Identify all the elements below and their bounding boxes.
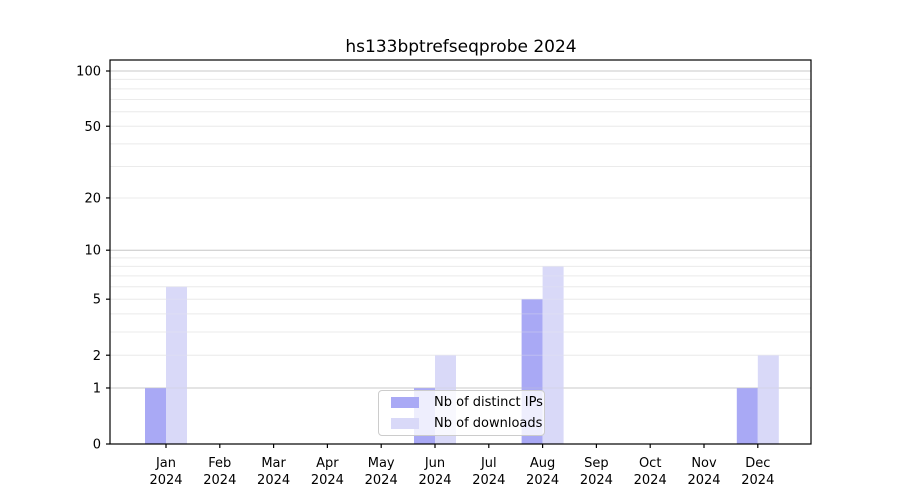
x-tick-label-aug: Aug 2024 <box>526 456 559 488</box>
bar-nb-of-downloads-jan <box>166 286 187 444</box>
x-tick-label-feb: Feb 2024 <box>203 456 236 488</box>
legend-swatch-distinct-ips <box>391 397 419 408</box>
gridlines-overlay <box>110 70 811 389</box>
x-tick-label-mar: Mar 2024 <box>257 456 290 488</box>
y-tick-label-20: 20 <box>84 191 101 206</box>
legend-row: Nb of distinct IPs <box>391 394 543 411</box>
y-tick-label-50: 50 <box>84 120 101 135</box>
bar-nb-of-distinct-ips-jan <box>145 387 166 444</box>
y-tick-label-2: 2 <box>93 349 101 364</box>
bar-nb-of-downloads-aug <box>542 266 564 444</box>
legend-row: Nb of downloads <box>391 415 542 432</box>
y-tick-label-100: 100 <box>76 65 101 80</box>
plot-border <box>109 59 812 445</box>
x-tick-label-may: May 2024 <box>365 456 398 488</box>
y-tick-label-5: 5 <box>93 293 101 308</box>
x-tick-label-sep: Sep 2024 <box>580 456 613 488</box>
x-tick-label-nov: Nov 2024 <box>687 456 720 488</box>
legend-label-distinct-ips: Nb of distinct IPs <box>434 395 543 410</box>
y-tick-label-0: 0 <box>93 438 101 453</box>
legend-swatch-downloads <box>391 418 419 429</box>
gridlines <box>110 70 811 389</box>
y-tick-label-1: 1 <box>93 382 101 397</box>
x-tick-label-dec: Dec 2024 <box>741 456 774 488</box>
legend-label-downloads: Nb of downloads <box>434 416 543 431</box>
bar-nb-of-distinct-ips-dec <box>736 387 758 444</box>
x-tick-label-apr: Apr 2024 <box>311 456 344 488</box>
bar-nb-of-downloads-dec <box>757 355 779 444</box>
x-tick-label-oct: Oct 2024 <box>634 456 667 488</box>
axes: 0 1 2 5 10 20 50 100 Jan 2024 Feb 2024 Mar 2024 Apr 202… <box>76 59 812 488</box>
x-tick-label-jun: Jun 2024 <box>418 456 451 488</box>
y-tick-label-10: 10 <box>84 244 101 259</box>
x-tick-label-jul: Jul 2024 <box>472 456 505 488</box>
x-tick-label-jan: Jan 2024 <box>149 456 182 488</box>
legend: Nb of distinct IPs Nb of downloads <box>378 390 545 436</box>
chart-title: hs133bptrefseqprobe 2024 <box>345 37 576 57</box>
